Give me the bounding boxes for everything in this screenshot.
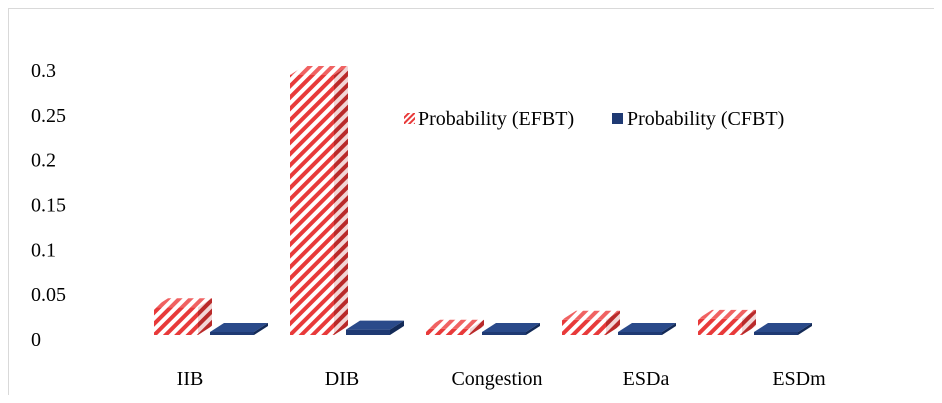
bar-front-face <box>210 332 254 335</box>
x-category-label: ESDm <box>772 368 826 390</box>
bar-side-face <box>798 323 812 335</box>
bar-side-face <box>606 310 620 335</box>
bar-efbt <box>698 309 756 335</box>
bar-cfbt <box>754 323 812 335</box>
bar-front-face <box>290 74 334 335</box>
bar-side-face <box>254 323 268 335</box>
y-tick-label: 0 <box>31 329 41 351</box>
bar-front-face <box>562 319 606 335</box>
bar-front-face <box>154 307 198 335</box>
bar-cfbt <box>482 323 540 335</box>
bar-top-face <box>154 298 212 308</box>
bar-top-face <box>698 309 756 319</box>
legend-item-cfbt: Probability (CFBT) <box>612 108 784 130</box>
bar-top-face <box>754 323 812 332</box>
bars <box>154 65 812 335</box>
bar-efbt <box>426 319 484 335</box>
x-axis: IIB DIB Congestion ESDa ESDm <box>177 368 826 390</box>
bar-cfbt <box>210 323 268 335</box>
bar-top-face <box>618 323 676 332</box>
legend-swatch-cfbt <box>612 113 623 124</box>
y-tick-label: 0.1 <box>31 239 56 261</box>
legend-label-efbt: Probability (EFBT) <box>418 108 574 130</box>
bar-efbt <box>562 310 620 335</box>
x-category-label: Congestion <box>451 368 542 390</box>
bar-front-face <box>482 332 526 335</box>
bar-side-face <box>662 323 676 335</box>
bar-side-face <box>742 309 756 335</box>
chart-frame <box>8 8 934 395</box>
bar-top-face <box>562 310 620 320</box>
bar-front-face <box>698 318 742 335</box>
bar-top-face <box>210 323 268 332</box>
bar-top-face <box>346 320 404 330</box>
y-tick-label: 0.25 <box>31 105 66 127</box>
legend: Probability (EFBT) Probability (CFBT) <box>404 108 784 130</box>
bar-cfbt <box>346 320 404 335</box>
bar-side-face <box>470 319 484 335</box>
bar-side-face <box>526 323 540 335</box>
bar-front-face <box>754 332 798 335</box>
bar-efbt <box>154 298 212 335</box>
bar-efbt <box>290 65 348 335</box>
bar-side-face <box>334 65 348 335</box>
x-category-label: DIB <box>325 368 359 390</box>
bar-cfbt <box>618 323 676 335</box>
legend-item-efbt: Probability (EFBT) <box>404 108 574 130</box>
legend-swatch-efbt <box>404 113 415 124</box>
bar-front-face <box>346 329 390 335</box>
x-category-label: IIB <box>177 368 204 390</box>
legend-label-cfbt: Probability (CFBT) <box>627 108 784 130</box>
y-tick-label: 0.15 <box>31 195 66 217</box>
bar-side-face <box>390 320 404 335</box>
y-tick-label: 0.2 <box>31 150 56 172</box>
x-category-label: ESDa <box>623 368 670 390</box>
bar-top-face <box>290 65 348 75</box>
y-tick-label: 0.3 <box>31 60 56 82</box>
bar-side-face <box>198 298 212 335</box>
y-axis: 0 0.05 0.1 0.15 0.2 0.25 0.3 <box>31 60 66 351</box>
bar-top-face <box>482 323 540 332</box>
y-tick-label: 0.05 <box>31 284 66 306</box>
bar-front-face <box>618 332 662 335</box>
bar-top-face <box>426 319 484 329</box>
bar-front-face <box>426 328 470 335</box>
